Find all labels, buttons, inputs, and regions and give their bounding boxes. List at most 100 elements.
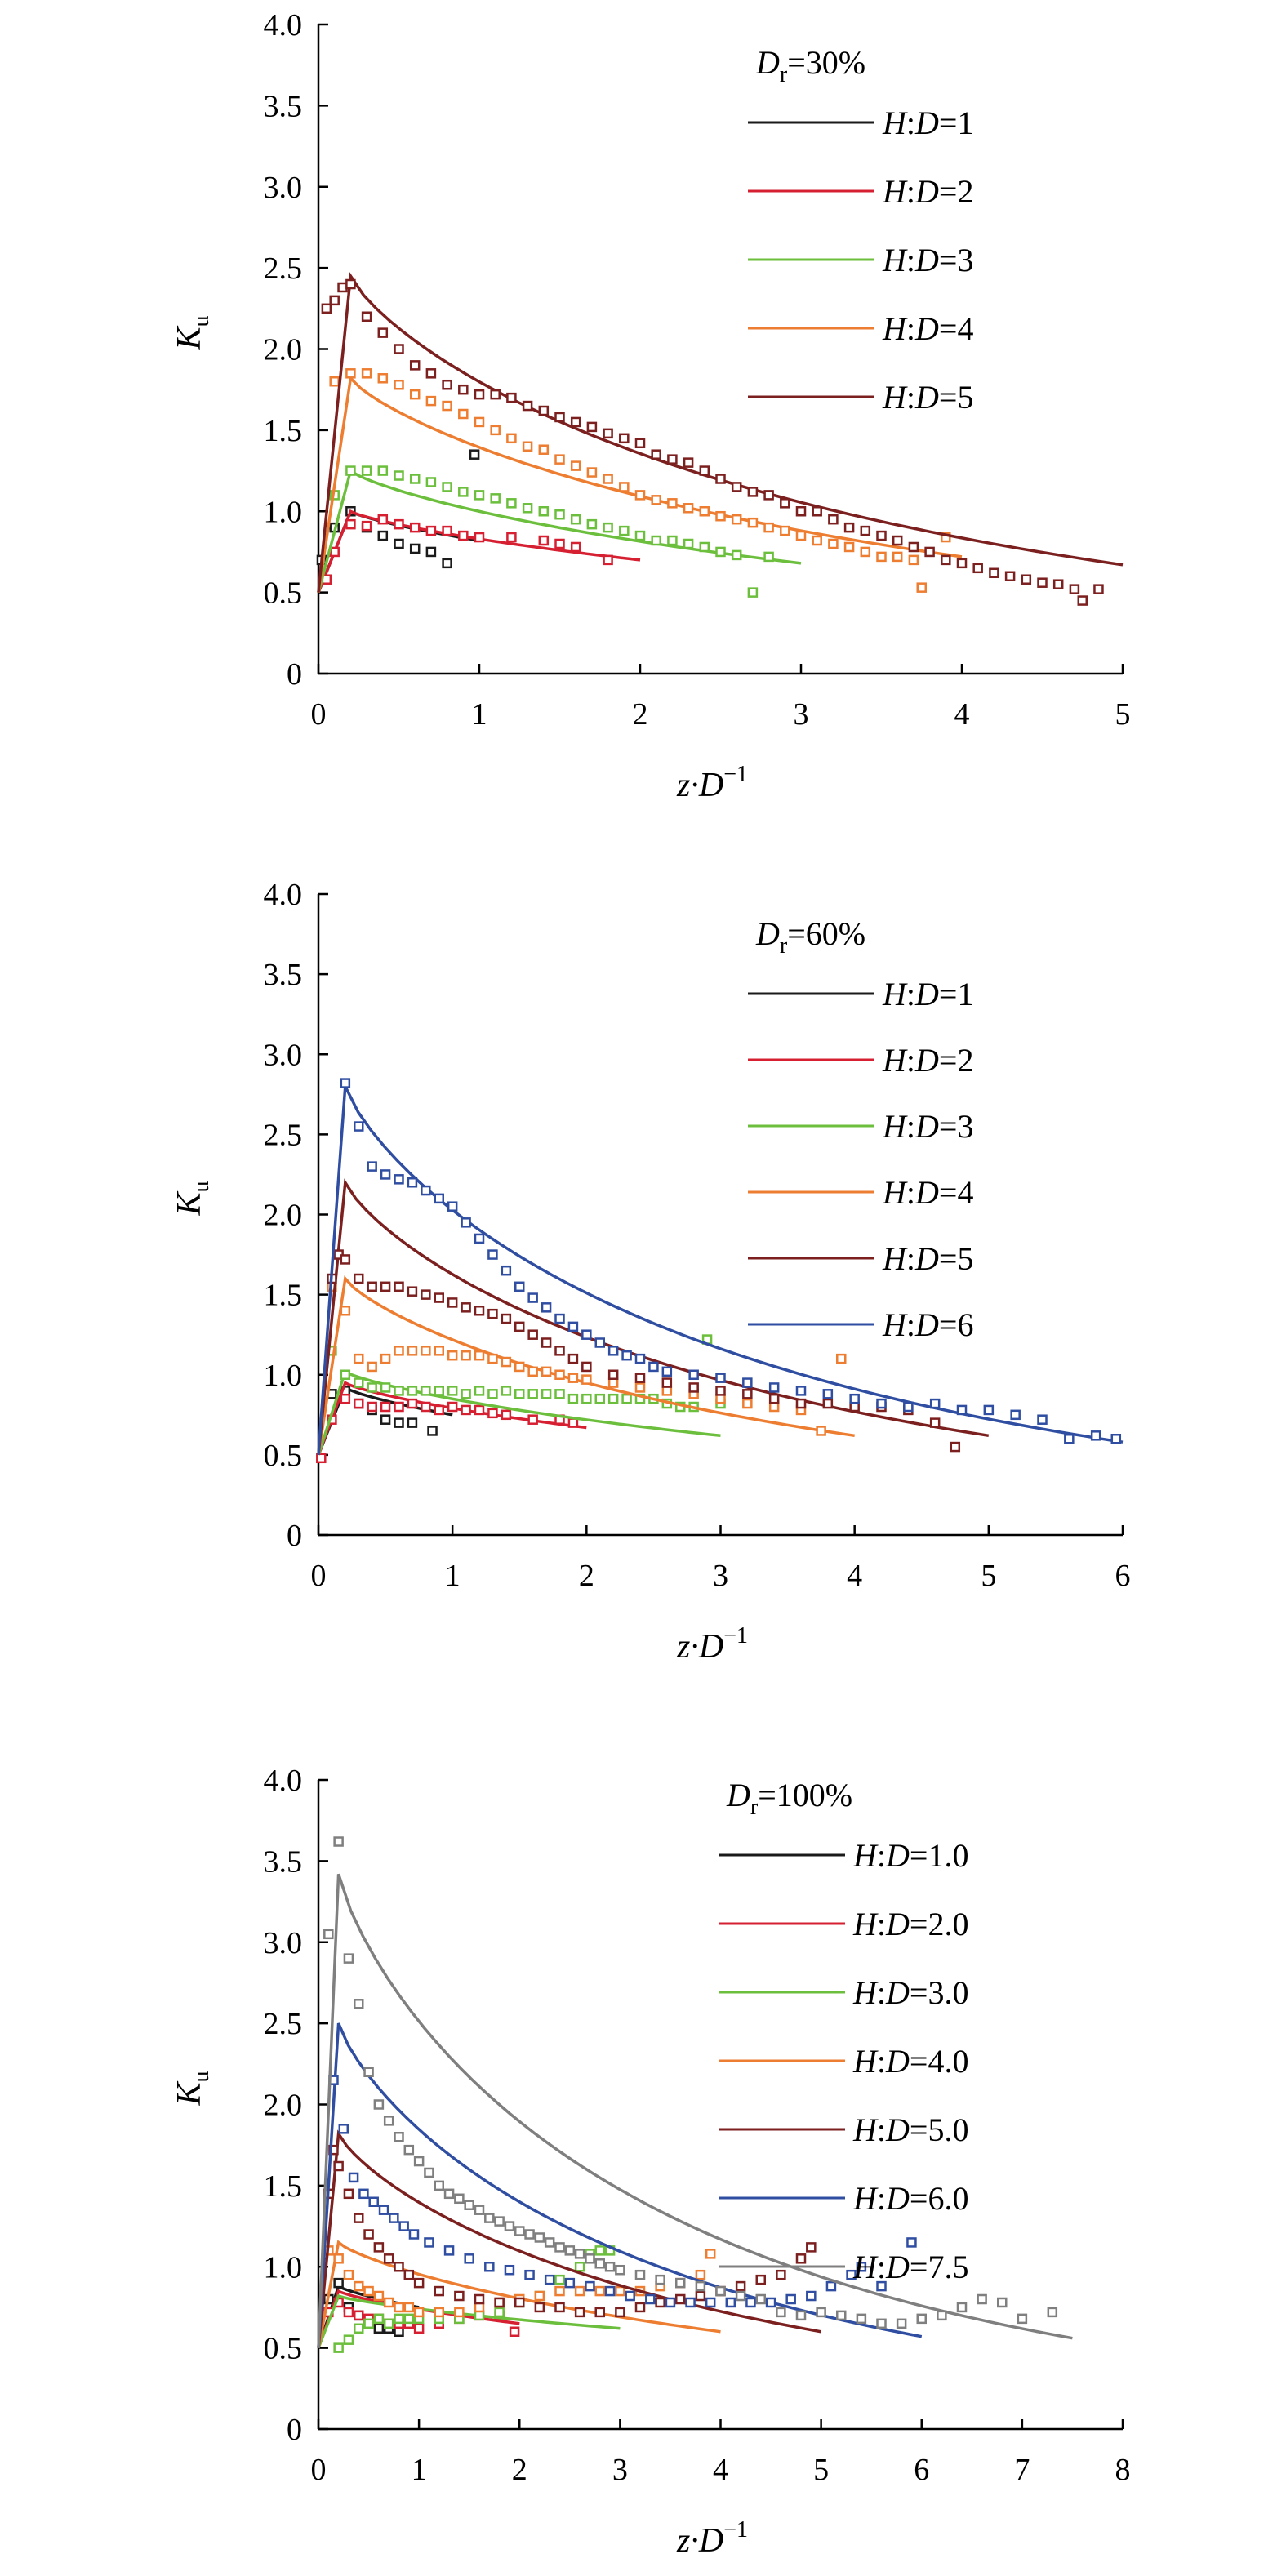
data-point — [367, 1281, 377, 1292]
data-point — [924, 546, 935, 558]
y-axis-label: Ku — [171, 1181, 214, 1216]
data-point — [329, 546, 340, 558]
data-point — [343, 2307, 354, 2318]
data-point — [956, 558, 968, 569]
data-point — [361, 520, 372, 532]
data-point — [321, 303, 332, 314]
data-point — [501, 1313, 512, 1324]
data-point — [345, 518, 356, 530]
data-point — [567, 1373, 579, 1383]
data-point — [651, 535, 661, 546]
data-point — [538, 506, 550, 517]
data-point — [892, 551, 903, 563]
data-point — [1064, 1434, 1075, 1444]
data-point — [408, 2229, 420, 2240]
data-point — [409, 522, 421, 533]
data-point — [683, 503, 694, 514]
chart-panel-2: 0 0.5 1.0 1.5 2.0 2.5 3.0 3.5 4.0 0 1 2 3 4 5 6 Ku z·D−1 D… — [171, 878, 1131, 1666]
data-point — [607, 1377, 619, 1388]
data-point — [997, 2297, 1008, 2308]
x-tick-label: 8 — [1115, 2453, 1131, 2487]
series-hd5.0 — [317, 2129, 821, 2348]
legend-title: Dr=60% — [755, 915, 865, 959]
data-point — [667, 535, 678, 546]
data-point — [474, 1350, 485, 1361]
data-point — [454, 2307, 465, 2318]
y-tick-label: 3.5 — [264, 89, 303, 123]
data-point — [348, 2172, 359, 2183]
data-point — [876, 551, 887, 563]
data-point — [340, 1369, 351, 1380]
data-point — [816, 1426, 826, 1436]
data-point — [340, 1254, 351, 1265]
data-point — [544, 2274, 555, 2285]
legend-label: H:D=3 — [882, 242, 973, 278]
y-tick-label: 2.5 — [264, 1118, 303, 1152]
data-point — [977, 2293, 987, 2305]
data-point — [373, 2323, 385, 2334]
x-tick-label: 0 — [311, 697, 327, 732]
x-tick-label: 0 — [311, 2453, 327, 2487]
data-point — [699, 541, 710, 553]
data-point — [358, 2188, 369, 2200]
y-tick-label: 1.5 — [264, 1279, 303, 1313]
data-point — [447, 1350, 458, 1361]
x-tick-label: 3 — [794, 697, 809, 732]
data-point — [603, 522, 613, 533]
x-tick-label: 5 — [981, 1559, 996, 1593]
y-tick-label: 1.0 — [264, 1359, 303, 1393]
model-line — [317, 1873, 1073, 2348]
data-point — [594, 2258, 605, 2269]
data-point — [715, 1386, 726, 1396]
x-tick-label: 5 — [813, 2453, 829, 2487]
data-point — [409, 389, 421, 400]
data-point — [806, 2290, 817, 2302]
data-point — [795, 2253, 807, 2264]
data-point — [1047, 2307, 1058, 2318]
data-point — [487, 1249, 498, 1260]
data-point — [464, 2200, 474, 2210]
data-point — [860, 525, 871, 536]
data-point — [514, 1389, 525, 1399]
data-point — [403, 2269, 415, 2280]
model-line — [317, 2022, 923, 2348]
data-point — [747, 487, 759, 497]
series-hd5 — [317, 272, 1124, 606]
data-point — [956, 2302, 968, 2313]
data-point — [876, 530, 887, 541]
x-axis-label: z·D−1 — [676, 762, 748, 804]
model-line — [317, 2129, 821, 2348]
data-point — [1021, 574, 1032, 585]
data-point — [442, 482, 452, 492]
series-hd3 — [317, 465, 802, 598]
data-point — [394, 2302, 404, 2313]
data-point — [594, 2245, 605, 2256]
data-point — [407, 1398, 418, 1409]
data-point — [458, 408, 469, 420]
data-point — [892, 535, 903, 546]
data-point — [908, 541, 919, 553]
data-point — [603, 474, 613, 484]
x-tick-label: 4 — [954, 697, 970, 732]
legend-label: H:D=4 — [882, 1174, 973, 1211]
y-tick-label: 4.0 — [264, 878, 303, 912]
data-point — [581, 1361, 592, 1373]
data-point — [442, 379, 452, 390]
data-point — [822, 1389, 834, 1399]
data-point — [768, 1382, 780, 1393]
data-point — [380, 1401, 391, 1413]
data-point — [876, 2318, 887, 2329]
data-point — [836, 2310, 847, 2321]
data-point — [667, 454, 678, 465]
data-point — [567, 1393, 579, 1404]
data-point — [956, 1404, 968, 1416]
data-point — [340, 1393, 351, 1404]
data-point — [367, 1382, 377, 1393]
data-point — [554, 509, 565, 520]
data-point — [434, 1404, 444, 1416]
data-point — [494, 2307, 505, 2318]
data-point — [795, 530, 807, 541]
data-point — [340, 1078, 351, 1088]
data-point — [538, 444, 550, 455]
